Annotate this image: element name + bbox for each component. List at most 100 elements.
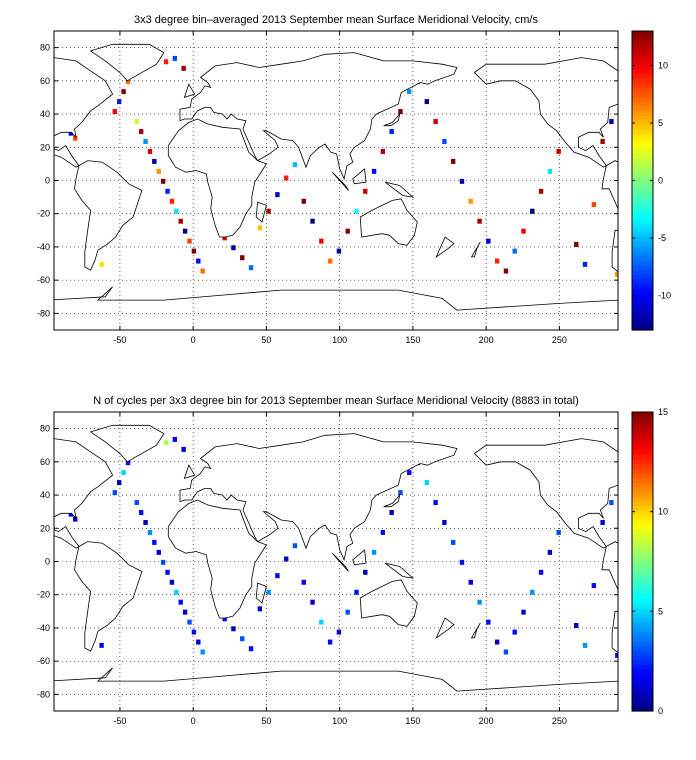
data-cell: [68, 130, 74, 136]
data-cell: [248, 646, 254, 652]
coastline: [601, 160, 618, 209]
data-cell: [275, 573, 280, 579]
data-cell: [556, 529, 561, 535]
colorbar-segment: [632, 458, 653, 464]
colorbar-segment: [632, 454, 653, 460]
data-cell: [112, 109, 117, 115]
data-cell: [424, 99, 430, 105]
x-tick-label: 100: [332, 335, 347, 345]
coastline: [359, 579, 418, 627]
data-cell: [468, 579, 473, 585]
data-cell: [222, 235, 227, 241]
colorbar-segment: [632, 603, 653, 609]
data-cell: [240, 636, 245, 642]
data-cell: [178, 218, 183, 224]
x-tick-label: 200: [479, 335, 494, 345]
colorbar-segment: [632, 519, 653, 525]
data-cell: [398, 109, 403, 115]
colorbar-segment: [632, 185, 653, 191]
y-axis-velocity: 80 60 40 20 0 -20 -40 -60 -80: [37, 43, 618, 318]
data-cell: [292, 162, 298, 168]
x-tick-label: 0: [191, 716, 196, 726]
chart-title-cycles: N of cycles per 3x3 degree bin for 2013 …: [93, 395, 579, 407]
colorbar-tick-label: 10: [658, 61, 668, 71]
colorbar-segment: [632, 696, 653, 703]
data-cell: [442, 138, 447, 144]
colorbar-segment: [632, 59, 653, 65]
colorbar-tick-label: 5: [658, 606, 663, 616]
data-cell: [354, 208, 359, 214]
colorbar-segment: [632, 194, 653, 200]
coastline: [359, 198, 418, 246]
y-tick-label: -80: [37, 308, 50, 318]
colorbar-segment: [632, 269, 653, 275]
x-tick-label: 200: [479, 716, 494, 726]
colorbar-segment: [632, 259, 653, 266]
data-cell: [163, 440, 169, 446]
colorbar-segment: [632, 636, 653, 642]
x-tick-label: 50: [261, 335, 271, 345]
data-cell: [530, 589, 535, 595]
colorbar-segment: [632, 463, 653, 469]
coastline: [179, 52, 458, 181]
data-cell: [486, 238, 491, 244]
colorbar-segment: [632, 631, 653, 637]
colorbar-segment: [632, 626, 653, 633]
colorbar-segment: [632, 49, 653, 55]
data-cell: [138, 510, 144, 515]
colorbar-segment: [632, 654, 653, 661]
colorbar-segment: [632, 315, 653, 322]
colorbar-segment: [632, 650, 653, 656]
data-cell: [275, 192, 280, 198]
data-cell: [163, 59, 169, 65]
data-cell: [574, 241, 579, 247]
data-cell: [138, 129, 144, 134]
panel-cycles: N of cycles per 3x3 degree bin for 2013 …: [37, 395, 668, 726]
colorbar-segment: [632, 412, 653, 418]
data-cell: [156, 549, 161, 555]
colorbar-segment: [632, 68, 653, 74]
colorbar-segment: [632, 640, 653, 647]
coastline: [470, 241, 481, 258]
colorbar-segment: [632, 664, 653, 670]
data-cell: [187, 238, 192, 244]
data-cell: [503, 268, 509, 274]
colorbar-segment: [632, 580, 653, 586]
colorbar-segment: [632, 645, 653, 651]
y-tick-label: -60: [37, 656, 50, 666]
colorbar-segment: [632, 608, 653, 614]
colorbar-segment: [632, 283, 653, 289]
colorbar-segment: [632, 421, 653, 427]
data-cell: [165, 188, 170, 194]
data-cell: [112, 490, 117, 496]
data-cell: [600, 138, 605, 144]
coastline: [54, 667, 618, 711]
colorbar-segment: [632, 73, 653, 79]
colorbar-segment: [632, 430, 653, 436]
data-cell: [283, 556, 289, 562]
data-cell: [174, 208, 179, 214]
y-tick-label: 80: [40, 424, 50, 434]
data-cell: [116, 99, 122, 105]
colorbar-segment: [632, 472, 653, 478]
x-tick-label: 250: [552, 335, 567, 345]
colorbar-segment: [632, 561, 653, 567]
data-cell: [99, 261, 104, 267]
data-cell: [494, 258, 500, 264]
coastline: [183, 464, 196, 480]
data-cell: [615, 271, 618, 277]
colorbar-segment: [632, 325, 653, 331]
colorbar-segment: [632, 496, 653, 502]
data-cell: [512, 629, 517, 635]
y-tick-label: -60: [37, 275, 50, 285]
data-cell: [266, 208, 271, 214]
data-cell: [591, 202, 597, 208]
data-cell: [433, 119, 438, 125]
colorbar-segment: [632, 101, 653, 107]
data-cell: [398, 490, 403, 496]
colorbar-segment: [632, 54, 653, 60]
data-cell: [336, 248, 342, 254]
colorbar-segment: [632, 96, 653, 102]
